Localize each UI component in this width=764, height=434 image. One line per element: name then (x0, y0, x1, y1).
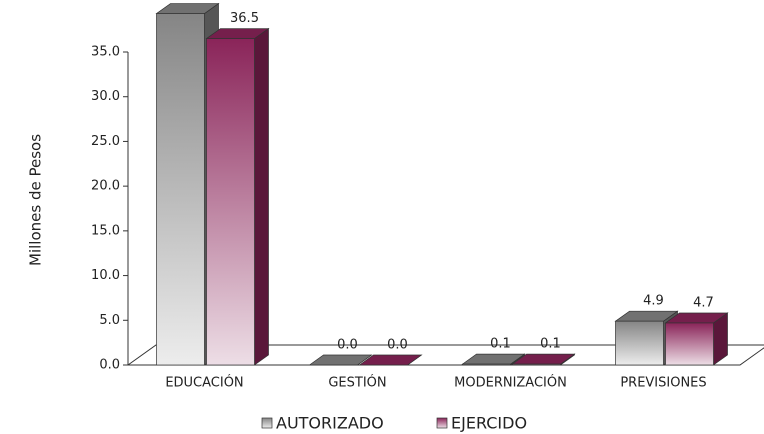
bar-top (308, 354, 373, 366)
value-label: 4.7 (693, 295, 714, 310)
x-tick-label: MODERNIZACIÓN (454, 375, 567, 391)
legend-swatch (436, 417, 448, 429)
value-label: 0.1 (540, 337, 561, 352)
x-tick-label: PREVISIONES (620, 376, 706, 391)
y-tick-label: 0.0 (99, 358, 120, 373)
y-tick-label: 25.0 (91, 134, 120, 149)
legend-swatch (261, 417, 273, 429)
value-label: 39.3 (180, 0, 209, 1)
bar-side (254, 27, 269, 366)
bar (462, 363, 511, 366)
bar-top (358, 354, 423, 366)
bar (156, 13, 205, 366)
bar (615, 320, 664, 366)
bar (665, 322, 714, 366)
value-label: 4.9 (643, 294, 664, 309)
y-tick-label: 15.0 (91, 223, 120, 238)
legend-label: EJERCIDO (451, 414, 527, 433)
bar (512, 363, 561, 366)
y-tick-label: 5.0 (99, 313, 120, 328)
x-tick-label: GESTIÓN (328, 375, 386, 391)
legend-label: AUTORIZADO (276, 414, 384, 433)
y-axis-title: Millones de Pesos (27, 134, 45, 266)
y-tick-label: 30.0 (91, 89, 120, 104)
x-tick-label: EDUCACIÓN (165, 375, 243, 391)
y-tick-label: 35.0 (91, 45, 120, 60)
y-tick-label: 10.0 (91, 268, 120, 283)
value-label: 0.0 (337, 338, 358, 353)
value-label: 0.0 (387, 338, 408, 353)
bar (206, 38, 255, 366)
value-label: 36.5 (230, 11, 259, 26)
y-tick-label: 20.0 (91, 179, 120, 194)
value-label: 0.1 (490, 337, 511, 352)
